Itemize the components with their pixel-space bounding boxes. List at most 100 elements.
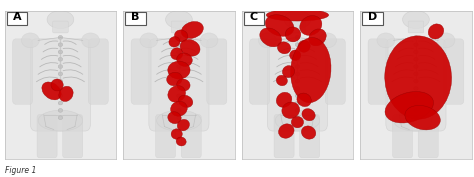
Text: C: C — [249, 12, 258, 22]
Ellipse shape — [279, 124, 294, 138]
Ellipse shape — [177, 72, 181, 76]
Ellipse shape — [58, 65, 63, 68]
Ellipse shape — [285, 27, 301, 42]
Ellipse shape — [377, 33, 395, 48]
Ellipse shape — [177, 43, 181, 47]
Ellipse shape — [177, 36, 181, 39]
Ellipse shape — [200, 33, 218, 48]
Ellipse shape — [177, 94, 181, 98]
FancyBboxPatch shape — [363, 12, 383, 25]
Ellipse shape — [168, 61, 190, 79]
Ellipse shape — [178, 95, 193, 107]
Ellipse shape — [58, 57, 63, 61]
Ellipse shape — [385, 92, 433, 123]
FancyBboxPatch shape — [12, 39, 33, 104]
Ellipse shape — [292, 116, 303, 128]
Ellipse shape — [295, 87, 300, 90]
Ellipse shape — [414, 65, 418, 68]
Ellipse shape — [58, 87, 63, 90]
FancyBboxPatch shape — [290, 21, 305, 33]
FancyBboxPatch shape — [171, 21, 187, 33]
Ellipse shape — [414, 36, 418, 39]
Ellipse shape — [302, 109, 315, 121]
FancyBboxPatch shape — [181, 115, 201, 158]
Ellipse shape — [414, 72, 418, 76]
Ellipse shape — [21, 33, 39, 48]
Ellipse shape — [402, 11, 429, 28]
Ellipse shape — [177, 79, 181, 83]
Ellipse shape — [180, 39, 200, 56]
Ellipse shape — [177, 53, 192, 66]
Ellipse shape — [140, 33, 158, 48]
FancyBboxPatch shape — [30, 39, 91, 131]
Ellipse shape — [414, 94, 418, 98]
Ellipse shape — [298, 40, 310, 52]
Ellipse shape — [171, 129, 182, 139]
FancyBboxPatch shape — [300, 115, 319, 158]
Ellipse shape — [177, 50, 181, 54]
Ellipse shape — [177, 87, 181, 90]
Ellipse shape — [38, 110, 83, 131]
Ellipse shape — [319, 33, 337, 48]
FancyBboxPatch shape — [408, 21, 424, 33]
Ellipse shape — [295, 65, 300, 68]
Ellipse shape — [42, 82, 61, 100]
Ellipse shape — [295, 50, 300, 54]
FancyBboxPatch shape — [325, 39, 346, 104]
Ellipse shape — [156, 110, 201, 131]
Ellipse shape — [414, 57, 418, 61]
Ellipse shape — [295, 57, 300, 61]
FancyBboxPatch shape — [274, 115, 294, 158]
Ellipse shape — [300, 16, 322, 35]
Ellipse shape — [385, 36, 452, 119]
Ellipse shape — [168, 85, 185, 102]
FancyBboxPatch shape — [418, 115, 438, 158]
Ellipse shape — [414, 116, 418, 119]
FancyBboxPatch shape — [149, 39, 209, 131]
FancyBboxPatch shape — [444, 39, 464, 104]
Ellipse shape — [275, 110, 319, 131]
Ellipse shape — [295, 43, 300, 47]
Text: A: A — [12, 12, 21, 22]
FancyBboxPatch shape — [126, 12, 146, 25]
FancyBboxPatch shape — [131, 39, 151, 104]
Ellipse shape — [58, 116, 63, 119]
FancyBboxPatch shape — [249, 39, 270, 104]
Ellipse shape — [58, 109, 63, 112]
Ellipse shape — [295, 36, 300, 39]
Ellipse shape — [177, 79, 190, 91]
Ellipse shape — [414, 43, 418, 47]
Ellipse shape — [291, 38, 331, 103]
Ellipse shape — [167, 72, 182, 86]
Ellipse shape — [58, 36, 63, 39]
Text: D: D — [368, 12, 377, 22]
Ellipse shape — [277, 42, 291, 54]
FancyBboxPatch shape — [37, 115, 57, 158]
Ellipse shape — [437, 33, 455, 48]
Ellipse shape — [168, 112, 181, 124]
Ellipse shape — [169, 37, 180, 47]
Ellipse shape — [47, 11, 74, 28]
FancyBboxPatch shape — [155, 115, 175, 158]
Ellipse shape — [258, 33, 276, 48]
Ellipse shape — [177, 119, 190, 131]
Ellipse shape — [282, 102, 300, 118]
Ellipse shape — [58, 43, 63, 47]
Ellipse shape — [295, 72, 300, 76]
FancyBboxPatch shape — [88, 39, 109, 104]
Ellipse shape — [165, 11, 192, 28]
Ellipse shape — [290, 50, 301, 60]
Text: Figure 1: Figure 1 — [5, 166, 36, 175]
Ellipse shape — [405, 105, 440, 130]
Ellipse shape — [393, 110, 438, 131]
FancyBboxPatch shape — [207, 39, 227, 104]
Ellipse shape — [265, 15, 294, 36]
FancyBboxPatch shape — [53, 21, 68, 33]
Ellipse shape — [301, 126, 316, 139]
Ellipse shape — [295, 116, 300, 119]
Ellipse shape — [414, 109, 418, 112]
Ellipse shape — [295, 101, 300, 105]
Ellipse shape — [58, 94, 63, 98]
Ellipse shape — [177, 109, 181, 112]
Ellipse shape — [177, 116, 181, 119]
